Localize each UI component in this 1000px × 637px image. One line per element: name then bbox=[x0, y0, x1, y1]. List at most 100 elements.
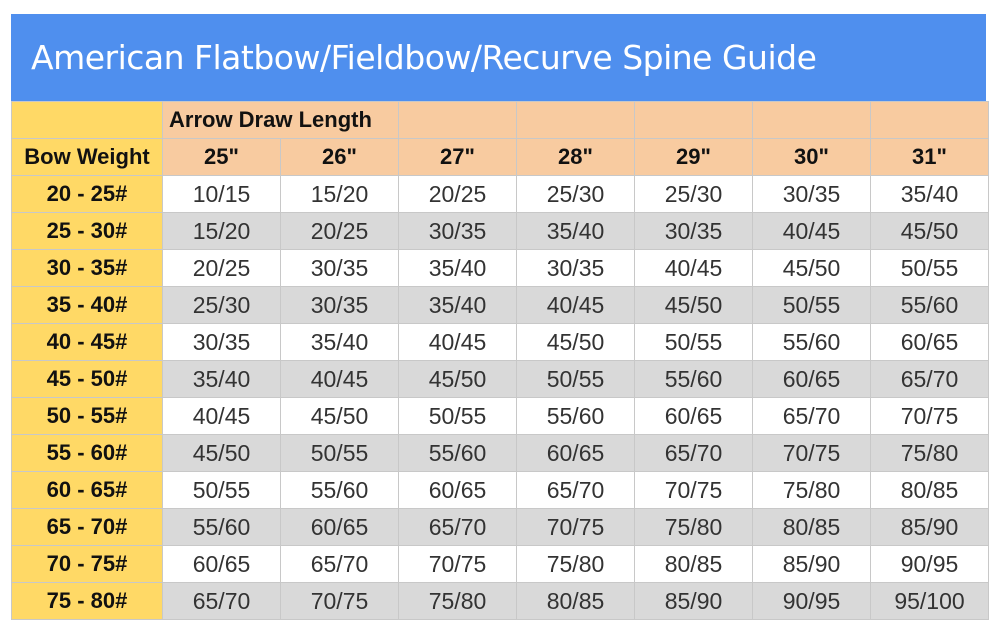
spine-value-cell: 30/35 bbox=[162, 323, 281, 361]
spine-value-cell: 50/55 bbox=[398, 397, 517, 435]
spine-value-cell: 50/55 bbox=[162, 471, 281, 509]
spine-value-cell: 60/65 bbox=[516, 434, 635, 472]
spine-value-cell: 85/90 bbox=[752, 545, 871, 583]
bow-weight-cell: 50 - 55# bbox=[11, 397, 163, 435]
spine-value-cell: 70/75 bbox=[752, 434, 871, 472]
spine-value-cell: 45/50 bbox=[752, 249, 871, 287]
table-row: 60 - 65# 50/55 55/60 60/65 65/70 70/75 75/80 80… bbox=[11, 471, 989, 509]
table-row: 45 - 50# 35/40 40/45 45/50 50/55 55/60 60/65 65… bbox=[11, 360, 989, 398]
spine-value-cell: 90/95 bbox=[752, 582, 871, 620]
spine-value-cell: 20/25 bbox=[162, 249, 281, 287]
table-row: 70 - 75# 60/65 65/70 70/75 75/80 80/85 85/90 90… bbox=[11, 545, 989, 583]
bow-weight-cell: 25 - 30# bbox=[11, 212, 163, 250]
bow-weight-cell: 45 - 50# bbox=[11, 360, 163, 398]
table-row: 35 - 40# 25/30 30/35 35/40 40/45 45/50 50/55 55… bbox=[11, 286, 989, 324]
spine-value-cell: 55/60 bbox=[634, 360, 753, 398]
bow-weight-cell: 30 - 35# bbox=[11, 249, 163, 287]
spine-value-cell: 65/70 bbox=[870, 360, 989, 398]
spine-value-cell: 30/35 bbox=[398, 212, 517, 250]
spine-value-cell: 45/50 bbox=[516, 323, 635, 361]
header-empty bbox=[634, 101, 753, 139]
spine-value-cell: 65/70 bbox=[398, 508, 517, 546]
spine-value-cell: 35/40 bbox=[516, 212, 635, 250]
column-header: 27" bbox=[398, 138, 517, 176]
spine-value-cell: 85/90 bbox=[870, 508, 989, 546]
spine-value-cell: 55/60 bbox=[870, 286, 989, 324]
bow-weight-cell: 65 - 70# bbox=[11, 508, 163, 546]
spine-value-cell: 70/75 bbox=[870, 397, 989, 435]
spine-value-cell: 80/85 bbox=[752, 508, 871, 546]
corner-cell bbox=[11, 101, 163, 139]
spine-value-cell: 60/65 bbox=[162, 545, 281, 583]
spine-value-cell: 65/70 bbox=[162, 582, 281, 620]
spine-guide-table: Arrow Draw Length Bow Weight 25" 26" 27" 28… bbox=[11, 101, 989, 620]
page-title: American Flatbow/Fieldbow/Recurve Spine … bbox=[11, 14, 986, 101]
spine-value-cell: 25/30 bbox=[634, 175, 753, 213]
spine-value-cell: 85/90 bbox=[634, 582, 753, 620]
spine-value-cell: 60/65 bbox=[870, 323, 989, 361]
bow-weight-cell: 70 - 75# bbox=[11, 545, 163, 583]
spine-value-cell: 55/60 bbox=[162, 508, 281, 546]
bow-weight-cell: 20 - 25# bbox=[11, 175, 163, 213]
spine-value-cell: 40/45 bbox=[516, 286, 635, 324]
spine-value-cell: 35/40 bbox=[398, 286, 517, 324]
spine-value-cell: 50/55 bbox=[280, 434, 399, 472]
spine-value-cell: 75/80 bbox=[398, 582, 517, 620]
spine-value-cell: 65/70 bbox=[516, 471, 635, 509]
spine-value-cell: 40/45 bbox=[280, 360, 399, 398]
spine-value-cell: 50/55 bbox=[634, 323, 753, 361]
spine-value-cell: 55/60 bbox=[516, 397, 635, 435]
spine-value-cell: 65/70 bbox=[280, 545, 399, 583]
spine-value-cell: 15/20 bbox=[280, 175, 399, 213]
bow-weight-cell: 40 - 45# bbox=[11, 323, 163, 361]
spine-value-cell: 55/60 bbox=[398, 434, 517, 472]
spine-value-cell: 55/60 bbox=[752, 323, 871, 361]
spine-value-cell: 70/75 bbox=[634, 471, 753, 509]
spine-value-cell: 40/45 bbox=[634, 249, 753, 287]
spine-value-cell: 45/50 bbox=[280, 397, 399, 435]
spine-value-cell: 30/35 bbox=[280, 249, 399, 287]
spine-value-cell: 60/65 bbox=[752, 360, 871, 398]
table-row: 55 - 60# 45/50 50/55 55/60 60/65 65/70 70/75 75… bbox=[11, 434, 989, 472]
spine-value-cell: 45/50 bbox=[870, 212, 989, 250]
table-row: 75 - 80# 65/70 70/75 75/80 80/85 85/90 90/95 95… bbox=[11, 582, 989, 620]
spine-value-cell: 20/25 bbox=[398, 175, 517, 213]
spine-value-cell: 35/40 bbox=[162, 360, 281, 398]
spine-value-cell: 55/60 bbox=[280, 471, 399, 509]
spine-value-cell: 50/55 bbox=[516, 360, 635, 398]
spine-value-cell: 25/30 bbox=[516, 175, 635, 213]
spine-value-cell: 65/70 bbox=[752, 397, 871, 435]
spine-value-cell: 40/45 bbox=[752, 212, 871, 250]
spine-value-cell: 65/70 bbox=[634, 434, 753, 472]
spine-value-cell: 45/50 bbox=[398, 360, 517, 398]
spine-value-cell: 30/35 bbox=[634, 212, 753, 250]
bow-weight-cell: 55 - 60# bbox=[11, 434, 163, 472]
header-row-columns: Bow Weight 25" 26" 27" 28" 29" 30" 31" bbox=[11, 138, 989, 176]
column-header: 26" bbox=[280, 138, 399, 176]
bow-weight-cell: 75 - 80# bbox=[11, 582, 163, 620]
table-row: 50 - 55# 40/45 45/50 50/55 55/60 60/65 65/70 70… bbox=[11, 397, 989, 435]
header-empty bbox=[870, 101, 989, 139]
spine-value-cell: 35/40 bbox=[398, 249, 517, 287]
spine-value-cell: 80/85 bbox=[516, 582, 635, 620]
spine-value-cell: 60/65 bbox=[398, 471, 517, 509]
spine-value-cell: 30/35 bbox=[752, 175, 871, 213]
spine-value-cell: 25/30 bbox=[162, 286, 281, 324]
spine-value-cell: 20/25 bbox=[280, 212, 399, 250]
spine-value-cell: 45/50 bbox=[634, 286, 753, 324]
header-empty bbox=[752, 101, 871, 139]
spine-value-cell: 75/80 bbox=[870, 434, 989, 472]
spine-value-cell: 75/80 bbox=[634, 508, 753, 546]
column-header: 29" bbox=[634, 138, 753, 176]
spine-value-cell: 75/80 bbox=[752, 471, 871, 509]
column-header: 28" bbox=[516, 138, 635, 176]
spine-value-cell: 70/75 bbox=[516, 508, 635, 546]
spine-value-cell: 40/45 bbox=[162, 397, 281, 435]
table-row: 40 - 45# 30/35 35/40 40/45 45/50 50/55 55/60 60… bbox=[11, 323, 989, 361]
spine-value-cell: 10/15 bbox=[162, 175, 281, 213]
spine-value-cell: 30/35 bbox=[280, 286, 399, 324]
spine-value-cell: 15/20 bbox=[162, 212, 281, 250]
table-row: 30 - 35# 20/25 30/35 35/40 30/35 40/45 45/50 50… bbox=[11, 249, 989, 287]
spine-value-cell: 45/50 bbox=[162, 434, 281, 472]
header-row-group: Arrow Draw Length bbox=[11, 101, 989, 139]
